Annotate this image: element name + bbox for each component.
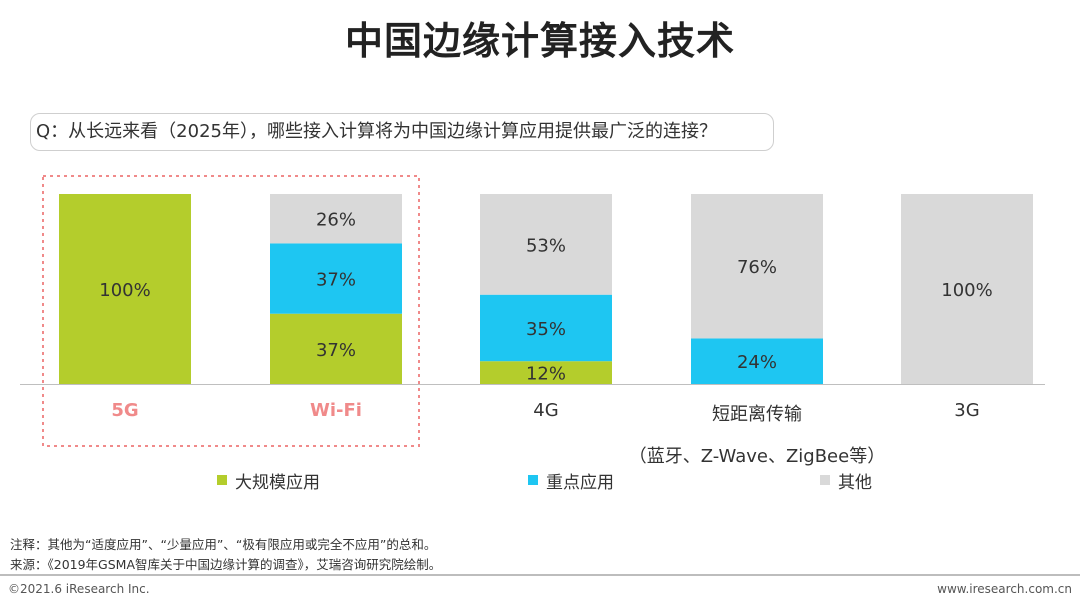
note-text: 注释：其他为“适度应用”、“少量应用”、“极有限应用或完全不应用”的总和。 (10, 537, 437, 552)
category-sublabel: （蓝牙、Z-Wave、ZigBee等） (628, 446, 886, 467)
source-text: 来源：《2019年GSMA智库关于中国边缘计算的调查》，艾瑞咨询研究院绘制。 (10, 557, 442, 572)
legend-swatch (217, 475, 227, 485)
category-label: 5G (111, 400, 139, 421)
category-label: 3G (954, 400, 980, 421)
highlight-box (42, 175, 420, 447)
legend-item: 其他 (820, 469, 872, 493)
category-label: 4G (533, 400, 559, 421)
data-label: 76% (737, 257, 777, 278)
data-label: 53% (526, 235, 566, 256)
legend-label: 重点应用 (546, 472, 614, 493)
data-label: 37% (316, 270, 356, 291)
data-label: 24% (737, 352, 777, 373)
question-text: Q：从长远来看（2025年），哪些接入计算将为中国边缘计算应用提供最广泛的连接？ (36, 121, 717, 142)
legend-item: 大规模应用 (217, 469, 320, 493)
bar-segment (270, 194, 402, 244)
bar-segment (691, 338, 823, 384)
data-label: 35% (526, 319, 566, 340)
category-label: 短距离传输 (712, 404, 802, 425)
question-box (30, 113, 774, 151)
bar-segment (480, 194, 612, 295)
bar-segment (270, 313, 402, 384)
legend-item: 重点应用 (528, 469, 614, 493)
data-label: 100% (99, 280, 150, 301)
category-label: Wi-Fi (310, 400, 362, 421)
footer-copyright: ©2021.6 iResearch Inc. (8, 582, 150, 596)
legend-label: 其他 (838, 472, 872, 493)
footer-divider (0, 574, 1080, 576)
data-label: 37% (316, 340, 356, 361)
legend-swatch (528, 475, 538, 485)
page-title: 中国边缘计算接入技术 (344, 19, 735, 63)
bar-segment (480, 294, 612, 362)
notes: 注释：其他为“适度应用”、“少量应用”、“极有限应用或完全不应用”的总和。 来源… (10, 535, 441, 575)
bar-segment (59, 194, 191, 384)
data-label: 12% (526, 364, 566, 385)
bar-segment (691, 194, 823, 339)
legend-swatch (820, 475, 830, 485)
legend-label: 大规模应用 (235, 472, 320, 493)
data-label: 100% (941, 280, 992, 301)
data-label: 26% (316, 210, 356, 231)
bar-segment (270, 243, 402, 314)
bar-segment (480, 361, 612, 384)
bar-segment (901, 194, 1033, 384)
footer-website: www.iresearch.com.cn (937, 582, 1072, 596)
